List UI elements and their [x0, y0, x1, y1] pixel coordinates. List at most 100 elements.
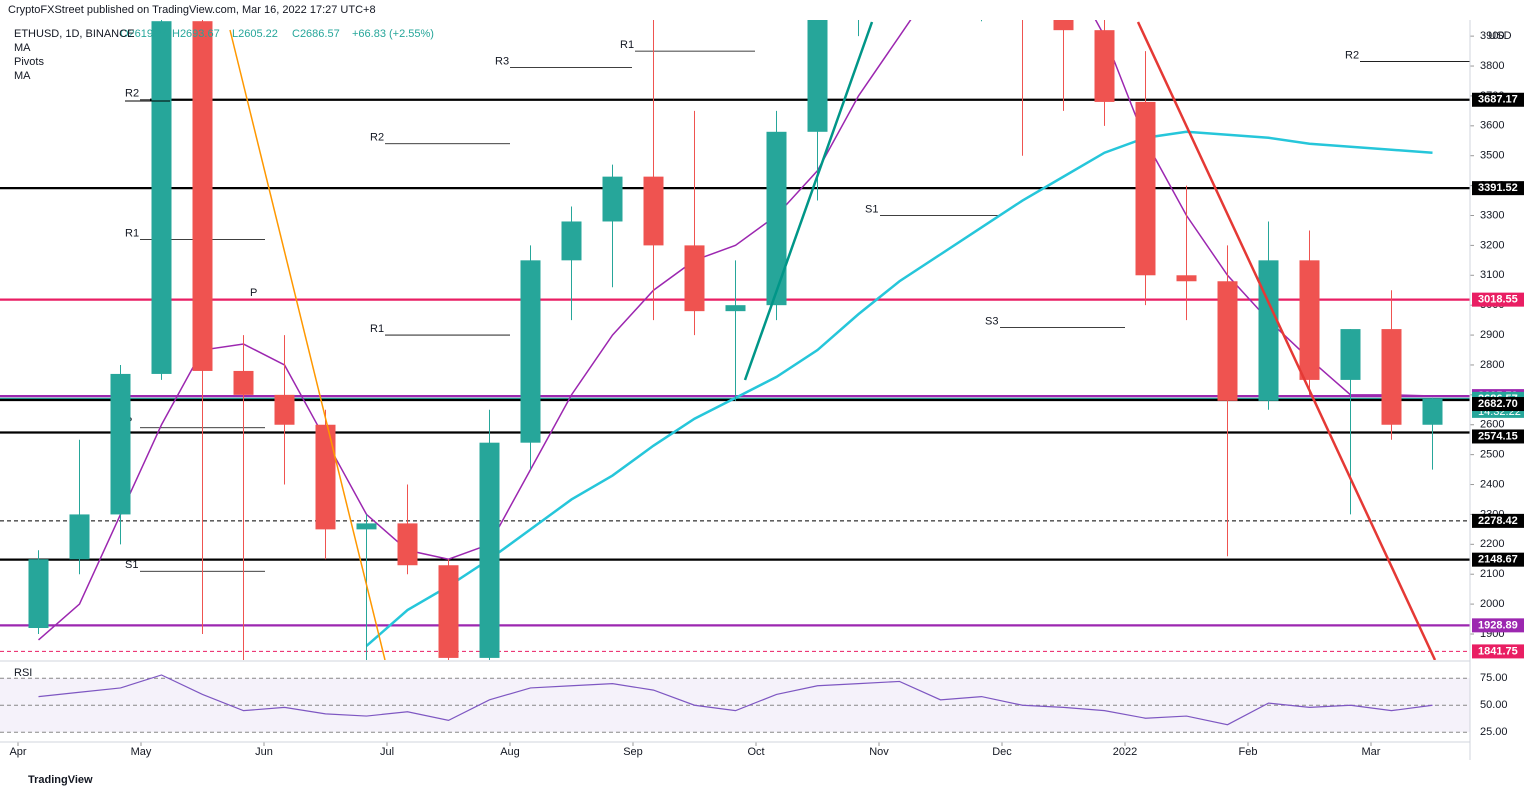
pivot-label: R1 [370, 323, 384, 335]
candle-body [602, 176, 623, 222]
ohlc-value: H2693.67 [172, 28, 220, 40]
x-tick-label: Sep [623, 746, 643, 758]
x-tick-label: Jul [380, 746, 394, 758]
candle-body [438, 565, 459, 658]
pivot-label: S1 [125, 559, 138, 571]
candle-body [110, 373, 131, 515]
rsi-pane [0, 674, 1470, 733]
candle-body [192, 21, 213, 371]
candle-body [1053, 20, 1074, 31]
x-tick-label: Oct [747, 746, 764, 758]
candle-body [1135, 101, 1156, 276]
y-tick-label: 2900 [1480, 329, 1504, 341]
x-tick-label: Feb [1239, 746, 1258, 758]
candle-body [1422, 398, 1443, 425]
x-tick-label: May [131, 746, 152, 758]
candle-body [479, 442, 500, 658]
trend-line [1136, 21, 1437, 660]
candle-body [766, 131, 787, 306]
rsi-tick-label: 50.00 [1480, 699, 1508, 711]
overlay: O2619.74 H2693.67 L2605.22 C2686.57 +66.83 (… [9, 28, 1524, 758]
y-tick-label: 3600 [1480, 120, 1504, 132]
price-label: 2148.67 [1478, 554, 1518, 566]
indicator-label: MA [14, 42, 31, 54]
rsi-line [38, 674, 1433, 726]
candle-body [1217, 281, 1238, 401]
rsi-label: RSI [14, 667, 32, 679]
price-pane: R2R1PS1PR2R1R3R1S1S3R2 [0, 20, 1470, 660]
pivot-label: P [250, 287, 257, 299]
price-label-box [1472, 292, 1524, 307]
candle-body [1381, 329, 1402, 425]
moving-average [365, 130, 1433, 647]
y-tick-label: 2400 [1480, 478, 1504, 490]
y-tick-label: 2500 [1480, 449, 1504, 461]
pivot-label: R2 [370, 132, 384, 144]
pivot-label: R1 [125, 227, 139, 239]
price-label-box [1472, 397, 1524, 412]
candle-body [561, 221, 582, 261]
candle-body [643, 176, 664, 246]
candle-body [520, 260, 541, 443]
pivot-label: R3 [495, 55, 509, 67]
candle-body [1340, 329, 1361, 380]
y-tick-label: 2600 [1480, 419, 1504, 431]
price-label: 1928.89 [1478, 619, 1518, 631]
brand: TradingView [28, 774, 93, 786]
price-label-box [1472, 552, 1524, 567]
candle-body [684, 245, 705, 312]
candle-body [397, 523, 418, 566]
price-label-box [1472, 644, 1524, 659]
candle-body [1258, 260, 1279, 401]
trend-line [229, 29, 386, 660]
candle-body [1094, 30, 1115, 102]
symbol-title: ETHUSD, 1D, BINANCE [14, 28, 134, 40]
rsi-tick-label: 25.00 [1480, 726, 1508, 738]
rsi-tick-label: 75.00 [1480, 672, 1508, 684]
x-tick-label: Mar [1362, 746, 1381, 758]
y-tick-label: 2000 [1480, 598, 1504, 610]
y-tick-label: 3300 [1480, 209, 1504, 221]
candle-body [1299, 260, 1320, 380]
candle-body [274, 394, 295, 425]
price-label-box [1472, 513, 1524, 528]
x-tick-label: Aug [500, 746, 520, 758]
price-label: 2682.70 [1478, 398, 1518, 410]
ohlc-value: L2605.22 [232, 28, 278, 40]
price-label: 3391.52 [1478, 182, 1518, 194]
y-tick-label: 3900 [1480, 30, 1504, 42]
pivot-label: R1 [620, 39, 634, 51]
ohlc-value: C2686.57 [292, 28, 340, 40]
ohlc-value: +66.83 (+2.55%) [352, 28, 434, 40]
ohlc-value: O2619.74 [120, 28, 168, 40]
x-tick-label: Nov [869, 746, 889, 758]
price-label-box [1472, 92, 1524, 107]
y-tick-label: 2200 [1480, 538, 1504, 550]
y-tick-label: 3500 [1480, 150, 1504, 162]
y-tick-label: 3800 [1480, 60, 1504, 72]
candle-body [69, 514, 90, 560]
candle-body [807, 20, 828, 132]
candle-body [151, 21, 172, 374]
x-tick-label: Apr [9, 746, 26, 758]
price-label: 2574.15 [1478, 430, 1518, 442]
candle-body [725, 305, 746, 312]
y-tick-label: 2800 [1480, 359, 1504, 371]
pivot-label: R2 [1345, 49, 1359, 61]
y-tick-label: 3100 [1480, 269, 1504, 281]
price-label-box [1472, 618, 1524, 633]
pivot-label: S3 [985, 316, 998, 328]
candle-body [1176, 275, 1197, 282]
x-tick-label: Dec [992, 746, 1012, 758]
trend-line [743, 21, 874, 381]
y-tick-label: 2100 [1480, 568, 1504, 580]
moving-average [38, 20, 1433, 641]
candle-body [28, 559, 49, 629]
price-label: 1841.75 [1478, 645, 1518, 657]
x-tick-label: Jun [255, 746, 273, 758]
price-label: 3018.55 [1478, 294, 1518, 306]
price-label-box [1472, 429, 1524, 444]
price-label: 3687.17 [1478, 94, 1518, 106]
candle-body [233, 370, 254, 395]
